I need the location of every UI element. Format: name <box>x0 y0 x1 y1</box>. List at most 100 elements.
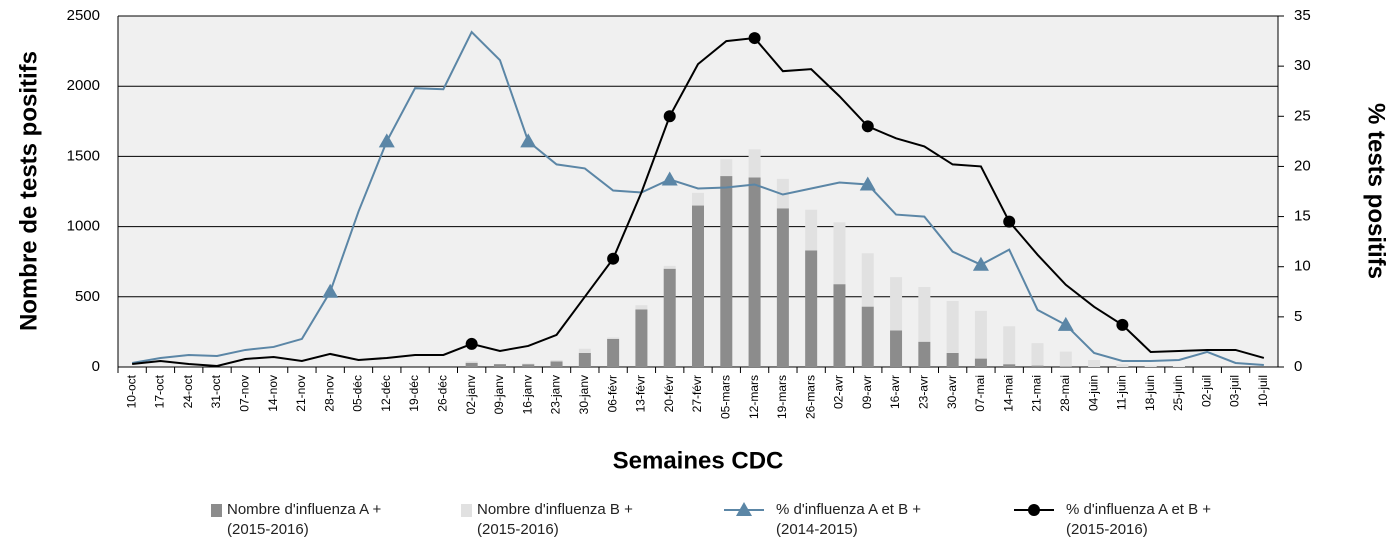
x-tick-label: 16-avr <box>888 375 902 409</box>
x-tick-label: 17-oct <box>153 374 167 408</box>
bar <box>861 253 874 307</box>
marker <box>465 337 478 350</box>
y-tick-label: 500 <box>75 288 100 305</box>
bar <box>805 250 818 367</box>
bar <box>720 159 733 177</box>
bar <box>1144 365 1157 367</box>
x-tick-label: 14-nov <box>266 375 280 412</box>
legend-swatch <box>724 502 764 516</box>
line <box>131 30 1264 366</box>
marker <box>607 252 620 265</box>
y2-tick-label: 0 <box>1294 358 1302 375</box>
x-tick-label: 14-mai <box>1001 375 1015 412</box>
bar <box>493 364 506 367</box>
x-tick-label: 10-juil <box>1256 375 1270 407</box>
line <box>132 37 1265 368</box>
legend-swatch-rect <box>211 504 222 517</box>
marker <box>972 256 989 271</box>
x-tick-label: 09-avr <box>860 375 874 409</box>
x-tick-label: 25-juin <box>1171 375 1185 411</box>
bar <box>635 305 648 310</box>
bar <box>663 265 676 269</box>
legend-swatch <box>461 504 472 517</box>
bar <box>946 301 959 353</box>
bar <box>522 363 535 365</box>
bar <box>578 348 591 353</box>
bar <box>635 309 648 367</box>
y2-tick-label: 35 <box>1294 7 1311 24</box>
legend-swatch-rect <box>461 504 472 517</box>
bar <box>578 352 591 367</box>
marker <box>748 32 761 45</box>
legend-swatch-marker <box>736 502 752 516</box>
x-tick-label: 06-févr <box>605 375 619 412</box>
marker <box>661 171 678 186</box>
x-tick-label: 20-févr <box>662 375 676 412</box>
y-tick-label: 2000 <box>67 77 100 94</box>
y2-tick-label: 20 <box>1294 157 1311 174</box>
x-tick-label: 28-nov <box>322 375 336 412</box>
bar <box>833 284 846 367</box>
x-tick-label: 02-juil <box>1199 375 1213 407</box>
bar <box>720 176 733 367</box>
bar <box>465 362 478 367</box>
x-axis-title: Semaines CDC <box>613 447 784 474</box>
x-tick-label: 12-déc <box>379 375 393 412</box>
x-tick-label: 04-juin <box>1086 375 1100 411</box>
x-tick-label: 23-avr <box>917 375 931 409</box>
x-tick-label: 16-janv <box>520 375 534 414</box>
x-tick-label: 30-janv <box>577 375 591 414</box>
bar <box>861 306 874 367</box>
x-tick-label: 27-févr <box>690 375 704 412</box>
bar <box>776 208 789 367</box>
bar <box>890 330 903 367</box>
bar <box>974 310 987 359</box>
bar <box>748 177 761 367</box>
x-tick-label: 24-oct <box>181 374 195 408</box>
bar <box>1003 364 1016 367</box>
bar <box>833 222 846 285</box>
marker <box>1057 316 1074 331</box>
y-tick-label: 2500 <box>67 7 100 24</box>
legend-item: % d'influenza A et B + (2015-2016) <box>1010 500 1256 540</box>
bar <box>522 364 535 367</box>
x-tick-label: 12-mars <box>747 375 761 419</box>
x-tick-label: 26-déc <box>436 375 450 412</box>
bar <box>748 149 761 178</box>
bar <box>1059 351 1072 367</box>
legend-label: % d'influenza A et B + (2014-2015) <box>776 501 922 538</box>
y2-tick-label: 25 <box>1294 107 1311 124</box>
bar <box>1003 326 1016 365</box>
bar <box>1059 366 1072 367</box>
marker <box>663 110 676 123</box>
marker <box>861 120 874 133</box>
y2-tick-label: 30 <box>1294 57 1311 74</box>
x-tick-label: 26-mars <box>803 375 817 419</box>
marker <box>322 283 339 298</box>
x-tick-label: 07-mai <box>973 375 987 412</box>
y-tick-label: 1000 <box>67 218 100 235</box>
x-tick-label: 07-nov <box>237 375 251 412</box>
x-tick-label: 10-oct <box>124 374 138 408</box>
bar <box>692 205 704 367</box>
marker <box>520 133 537 148</box>
y2-tick-label: 10 <box>1294 258 1311 275</box>
y2-tick-label: 15 <box>1294 208 1311 225</box>
legend-item: % d'influenza A et B + (2014-2015) <box>720 500 966 540</box>
bar <box>918 286 931 342</box>
legend-swatch <box>1014 504 1054 516</box>
x-tick-label: 23-janv <box>549 375 563 414</box>
bar <box>1172 366 1185 367</box>
bar <box>692 192 704 206</box>
x-tick-label: 11-juin <box>1115 375 1129 410</box>
x-tick-label: 02-avr <box>832 375 846 409</box>
bar <box>465 361 478 363</box>
legend-label: Nombre d'influenza B + (2015-2016) <box>477 501 633 538</box>
marker <box>1003 215 1016 228</box>
bar <box>607 337 620 339</box>
x-tick-label: 03-juil <box>1228 375 1242 407</box>
marker <box>378 133 395 148</box>
legend-label: Nombre d'influenza A + (2015-2016) <box>227 501 382 538</box>
bar <box>1088 359 1101 367</box>
